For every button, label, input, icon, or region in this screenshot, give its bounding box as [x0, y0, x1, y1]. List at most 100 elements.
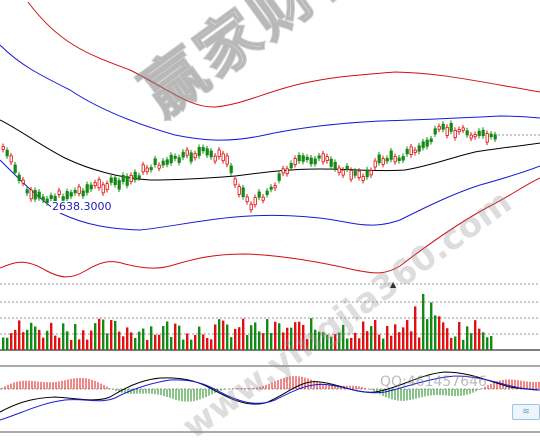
- candle-body: [437, 126, 441, 130]
- volume-bar: [222, 320, 225, 350]
- candle-body: [465, 130, 469, 136]
- candle-body: [477, 130, 481, 136]
- candle-body: [369, 170, 373, 176]
- volume-bar: [134, 337, 137, 350]
- volume-bar: [274, 321, 277, 350]
- candle-body: [97, 179, 101, 189]
- volume-bar: [54, 335, 57, 350]
- volume-bar: [426, 319, 429, 350]
- volume-bar: [62, 323, 65, 350]
- candle-body: [305, 156, 309, 161]
- candle-body: [193, 153, 197, 158]
- candle-body: [29, 189, 33, 200]
- volume-bar: [450, 337, 453, 350]
- candle-body: [249, 203, 253, 211]
- volume-bar: [218, 319, 221, 350]
- volume-bar: [150, 326, 153, 350]
- volume-bar: [462, 339, 465, 350]
- triangle-up-icon: ▲: [390, 280, 397, 289]
- candle-body: [9, 155, 13, 163]
- volume-bar: [22, 332, 25, 350]
- macd-histogram: [1, 376, 540, 402]
- candle-body: [173, 155, 177, 159]
- volume-bar: [118, 331, 121, 350]
- candle-body: [269, 186, 273, 190]
- volume-bar: [418, 337, 421, 350]
- candle-body: [93, 182, 97, 187]
- candle-body: [325, 156, 329, 162]
- volume-bar: [74, 324, 77, 350]
- volume-bar: [434, 315, 437, 350]
- candle-body: [433, 128, 437, 135]
- candle-body: [217, 149, 221, 157]
- volume-bar: [338, 332, 341, 350]
- candle-body: [293, 158, 297, 165]
- candle-body: [221, 153, 225, 162]
- candle-body: [181, 151, 185, 158]
- candle-body: [121, 175, 125, 182]
- candle-body: [113, 177, 117, 185]
- volume-bar: [14, 329, 17, 350]
- volume-bar: [470, 333, 473, 350]
- volume-bar: [146, 339, 149, 350]
- volume-bar: [46, 330, 49, 350]
- volume-bar: [202, 334, 205, 350]
- volume-bar: [378, 334, 381, 350]
- candle-body: [69, 192, 73, 197]
- candle-body: [17, 174, 21, 181]
- candle-body: [357, 170, 361, 178]
- volume-bar: [282, 332, 285, 350]
- volume-bar: [174, 323, 177, 350]
- volume-bar: [210, 339, 213, 350]
- volume-bar: [186, 333, 189, 350]
- volume-bar: [370, 326, 373, 350]
- broadcast-icon[interactable]: ≋: [512, 404, 540, 420]
- candle-body: [225, 155, 229, 165]
- volume-bar: [226, 324, 229, 350]
- volume-bar: [410, 331, 413, 350]
- volume-bar: [106, 333, 109, 350]
- volume-bar: [306, 339, 309, 350]
- volume-bar: [266, 319, 269, 350]
- candle-body: [481, 129, 485, 137]
- volume-bar: [214, 324, 217, 350]
- macd-slow-line: [0, 375, 540, 421]
- volume-bar: [430, 302, 433, 350]
- volume-bar: [254, 322, 257, 350]
- volume-series: [2, 293, 493, 350]
- candle-body: [377, 154, 381, 164]
- volume-bar: [446, 328, 449, 350]
- outer-upper-band: [27, 1, 540, 108]
- candle-body: [441, 123, 445, 130]
- candle-body: [389, 150, 393, 160]
- volume-bar: [86, 339, 89, 350]
- watermark-qq: QQ:461457646: [380, 374, 487, 390]
- volume-bar: [310, 318, 313, 350]
- candle-body: [301, 155, 305, 162]
- volume-bar: [374, 319, 377, 350]
- candle-body: [201, 147, 205, 152]
- candle-body: [349, 170, 353, 180]
- volume-bar: [350, 337, 353, 350]
- candle-body: [489, 133, 493, 138]
- candle-body: [109, 177, 113, 183]
- candle-body: [445, 126, 449, 136]
- candle-body: [253, 197, 257, 206]
- volume-bar: [394, 324, 397, 350]
- volume-bar: [178, 325, 181, 350]
- candle-body: [413, 149, 417, 153]
- candle-body: [21, 179, 25, 184]
- volume-bar: [330, 336, 333, 350]
- volume-bar: [346, 338, 349, 350]
- candle-body: [429, 138, 433, 143]
- candle-body: [145, 167, 149, 173]
- candle-body: [361, 176, 365, 181]
- volume-bar: [50, 322, 53, 350]
- candle-body: [157, 164, 161, 169]
- candle-body: [493, 134, 497, 140]
- candle-body: [161, 160, 165, 166]
- candle-body: [189, 152, 193, 162]
- candle-body: [65, 191, 69, 200]
- candle-body: [273, 185, 277, 189]
